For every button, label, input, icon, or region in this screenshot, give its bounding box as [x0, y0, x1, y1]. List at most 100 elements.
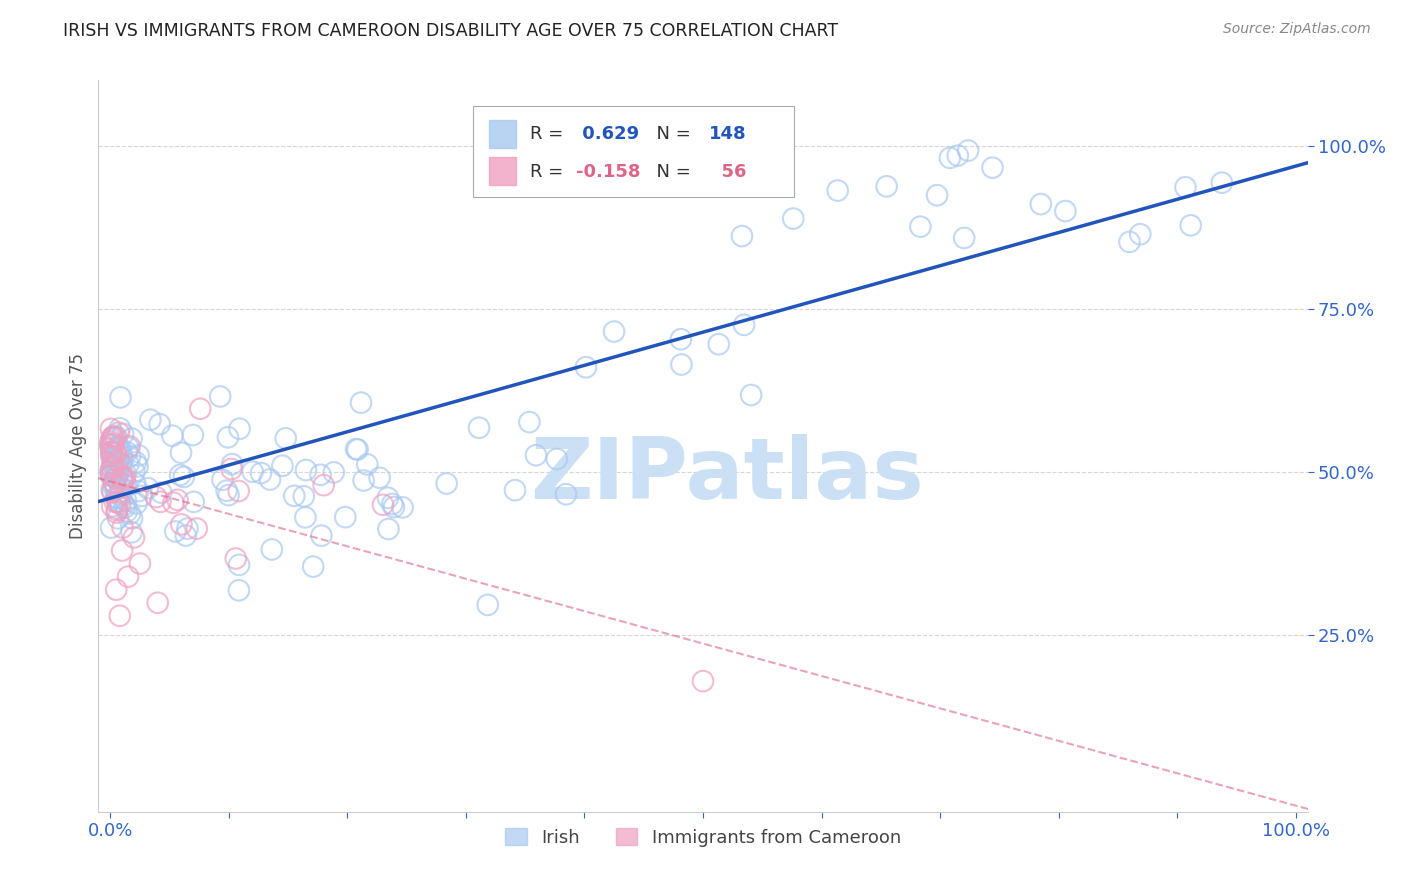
Point — [118, 439, 141, 453]
Point — [105, 472, 128, 486]
Point — [953, 231, 976, 245]
Point — [146, 596, 169, 610]
Text: N =: N = — [645, 162, 696, 181]
Point — [546, 452, 568, 467]
Point — [100, 434, 122, 449]
Text: 0.629: 0.629 — [576, 125, 640, 143]
Point — [555, 487, 578, 501]
Point — [876, 179, 898, 194]
Point — [121, 432, 143, 446]
Point — [111, 452, 134, 467]
Point — [166, 492, 188, 507]
Point — [114, 500, 136, 515]
Point — [100, 438, 122, 452]
Point — [104, 445, 127, 459]
Point — [169, 468, 191, 483]
Point — [827, 184, 849, 198]
Point — [105, 467, 128, 482]
Point — [173, 470, 195, 484]
Point — [136, 481, 159, 495]
Point — [733, 318, 755, 332]
Point — [104, 471, 127, 485]
Point — [125, 496, 148, 510]
Point — [100, 460, 122, 475]
Point — [692, 674, 714, 689]
Point — [1054, 204, 1077, 219]
Point — [228, 583, 250, 598]
FancyBboxPatch shape — [474, 106, 793, 197]
Point — [382, 500, 405, 514]
Point — [669, 332, 692, 346]
Point — [707, 337, 730, 351]
Point — [603, 325, 626, 339]
Point — [122, 530, 145, 544]
Point — [115, 504, 138, 518]
Point — [170, 445, 193, 459]
Point — [107, 453, 129, 467]
Point — [107, 511, 129, 525]
Point — [110, 390, 132, 404]
Point — [117, 441, 139, 455]
Point — [381, 497, 404, 511]
Point — [225, 551, 247, 566]
Point — [477, 598, 499, 612]
Point — [100, 441, 122, 455]
Point — [186, 522, 208, 536]
Point — [101, 500, 124, 514]
Point — [111, 543, 134, 558]
Point — [110, 497, 132, 511]
Point — [104, 478, 127, 492]
Point — [100, 468, 122, 483]
Point — [322, 466, 344, 480]
Point — [107, 466, 129, 480]
Point — [101, 452, 124, 467]
Point — [117, 457, 139, 471]
Point — [120, 450, 142, 464]
Point — [174, 528, 197, 542]
Point — [165, 524, 187, 539]
Point — [110, 442, 132, 456]
Point — [250, 466, 273, 480]
Point — [1129, 227, 1152, 242]
Point — [188, 401, 211, 416]
Point — [353, 474, 375, 488]
Point — [242, 465, 264, 479]
Point — [100, 444, 122, 458]
Point — [107, 440, 129, 454]
Point — [344, 442, 367, 456]
Point — [312, 478, 335, 492]
Point — [103, 428, 125, 442]
Point — [114, 477, 136, 491]
Point — [103, 452, 125, 467]
Point — [1180, 219, 1202, 233]
Point — [101, 430, 124, 444]
Point — [209, 389, 232, 403]
Point — [108, 485, 131, 500]
Point — [105, 503, 128, 517]
Point — [519, 415, 541, 429]
Point — [368, 471, 391, 485]
Point — [181, 428, 204, 442]
Point — [211, 473, 233, 487]
Point — [271, 458, 294, 473]
Point — [101, 484, 124, 499]
Point — [108, 421, 131, 435]
Point — [105, 430, 128, 444]
Point — [468, 421, 491, 435]
Point — [105, 495, 128, 509]
Point — [260, 542, 283, 557]
Point — [150, 485, 173, 500]
Point — [115, 494, 138, 508]
Point — [103, 457, 125, 471]
Bar — [489, 120, 516, 147]
Point — [149, 417, 172, 431]
Point — [111, 520, 134, 534]
Point — [346, 442, 368, 457]
Point — [100, 449, 122, 463]
Point — [228, 558, 250, 572]
Point — [957, 144, 980, 158]
Point — [105, 491, 128, 505]
Y-axis label: Disability Age Over 75: Disability Age Over 75 — [69, 353, 87, 539]
Point — [107, 442, 129, 456]
Point — [104, 430, 127, 444]
